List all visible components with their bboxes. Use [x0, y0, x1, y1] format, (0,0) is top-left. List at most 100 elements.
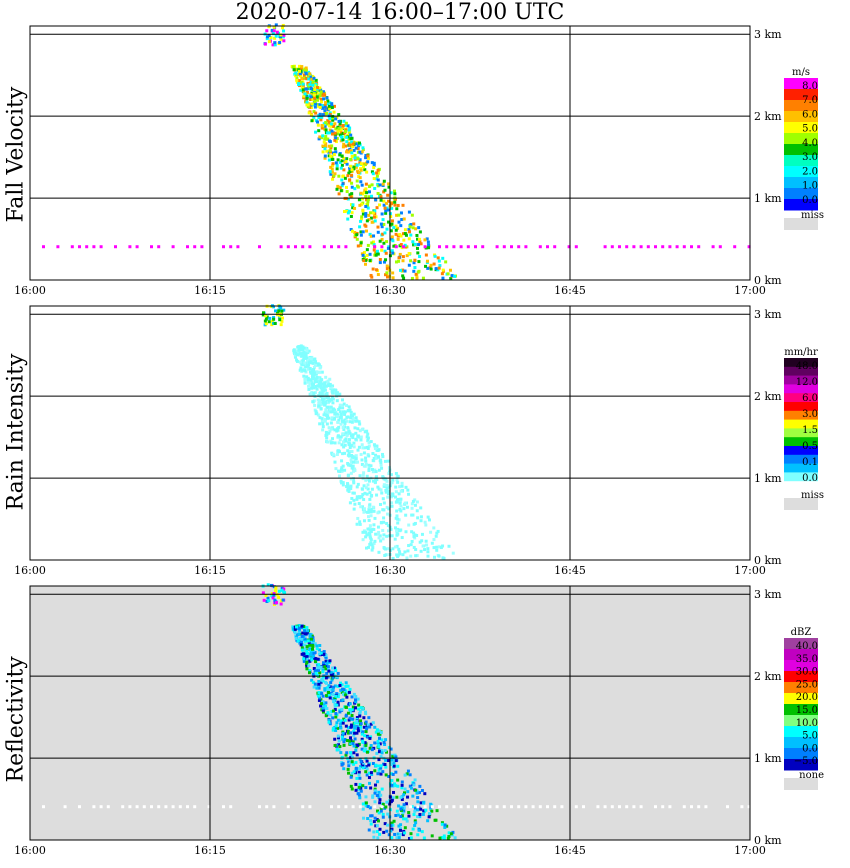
- storm-cell: [340, 707, 344, 711]
- storm-cell: [416, 516, 420, 520]
- storm-cell: [329, 165, 333, 169]
- storm-cell: [332, 417, 336, 421]
- storm-cell: [415, 791, 419, 795]
- storm-cell: [374, 215, 378, 219]
- storm-cell: [373, 516, 377, 520]
- storm-cell: [325, 694, 329, 698]
- storm-cell: [437, 554, 441, 558]
- storm-cell: [389, 215, 393, 219]
- clutter-cell: [718, 245, 722, 249]
- storm-cell: [313, 403, 317, 407]
- clutter-cell: [178, 805, 182, 809]
- storm-cell: [316, 666, 320, 670]
- storm-cell: [368, 736, 372, 740]
- cloud-top-cell: [280, 599, 284, 603]
- storm-cell: [305, 359, 309, 363]
- storm-cell: [374, 177, 378, 181]
- storm-cell: [403, 791, 407, 795]
- storm-cell: [376, 532, 380, 536]
- storm-cell: [383, 822, 387, 826]
- storm-cell: [364, 187, 368, 191]
- storm-cell: [325, 96, 329, 100]
- storm-cell: [320, 419, 324, 423]
- storm-cell: [436, 256, 440, 260]
- storm-cell: [333, 743, 337, 747]
- storm-cell: [389, 191, 393, 195]
- storm-cell: [361, 802, 365, 806]
- storm-cell: [298, 360, 302, 364]
- storm-cell: [336, 736, 340, 740]
- storm-cell: [320, 382, 324, 386]
- storm-cell: [424, 539, 428, 543]
- storm-cell: [384, 490, 388, 494]
- storm-cell: [354, 437, 358, 441]
- clutter-cell: [142, 805, 146, 809]
- storm-cell: [306, 652, 310, 656]
- storm-cell: [336, 700, 340, 704]
- storm-cell: [336, 393, 340, 397]
- storm-cell: [324, 384, 328, 388]
- storm-cell: [349, 471, 353, 475]
- storm-cell: [351, 460, 355, 464]
- storm-cell: [359, 505, 363, 509]
- storm-cell: [408, 773, 412, 777]
- storm-cell: [362, 451, 366, 455]
- storm-cell: [338, 710, 342, 714]
- storm-cell: [306, 639, 310, 643]
- storm-cell: [403, 773, 407, 777]
- storm-cell: [315, 95, 319, 99]
- storm-cell: [314, 657, 318, 661]
- clutter-cell: [682, 245, 686, 249]
- storm-cell: [451, 830, 455, 834]
- storm-cell: [345, 695, 349, 699]
- storm-cell: [380, 248, 384, 252]
- storm-cell: [382, 222, 386, 226]
- storm-cell: [334, 669, 338, 673]
- cloud-top-cell: [280, 309, 284, 313]
- storm-cell: [416, 796, 420, 800]
- storm-cell: [343, 123, 347, 127]
- storm-cell: [366, 735, 370, 739]
- storm-cell: [340, 178, 344, 182]
- storm-cell: [391, 478, 395, 482]
- storm-cell: [330, 129, 334, 133]
- storm-cell: [312, 116, 316, 120]
- storm-cell: [320, 678, 324, 682]
- storm-cell: [361, 706, 365, 710]
- colorbar-swatch: [784, 759, 818, 771]
- storm-cell: [359, 244, 363, 248]
- colorbar-label: 5.0: [802, 124, 818, 135]
- cloud-top-cell: [274, 309, 278, 313]
- storm-cell: [357, 198, 361, 202]
- storm-cell: [376, 273, 380, 277]
- storm-cell: [362, 190, 366, 194]
- clutter-cell: [639, 805, 643, 809]
- storm-cell: [418, 540, 422, 544]
- storm-cell: [391, 547, 395, 551]
- storm-cell: [415, 246, 419, 250]
- storm-cell: [399, 815, 403, 819]
- clutter-cell: [135, 245, 139, 249]
- storm-cell: [324, 401, 328, 405]
- storm-cell: [326, 688, 330, 692]
- storm-cell: [412, 522, 416, 526]
- storm-cell: [413, 266, 417, 270]
- storm-cell: [364, 212, 368, 216]
- storm-cell: [307, 384, 311, 388]
- storm-cell: [370, 748, 374, 752]
- clutter-cell: [481, 805, 485, 809]
- storm-cell: [300, 65, 304, 69]
- storm-cell: [396, 778, 400, 782]
- storm-cell: [377, 811, 381, 815]
- storm-cell: [354, 431, 358, 435]
- storm-cell: [386, 812, 390, 816]
- clutter-cell: [330, 245, 333, 249]
- storm-cell: [364, 747, 368, 751]
- storm-cell: [411, 240, 415, 244]
- storm-cell: [322, 140, 326, 144]
- storm-cell: [328, 377, 332, 381]
- storm-cell: [301, 88, 305, 92]
- storm-cell: [370, 772, 374, 776]
- storm-cell: [385, 267, 389, 271]
- storm-cell: [353, 231, 357, 235]
